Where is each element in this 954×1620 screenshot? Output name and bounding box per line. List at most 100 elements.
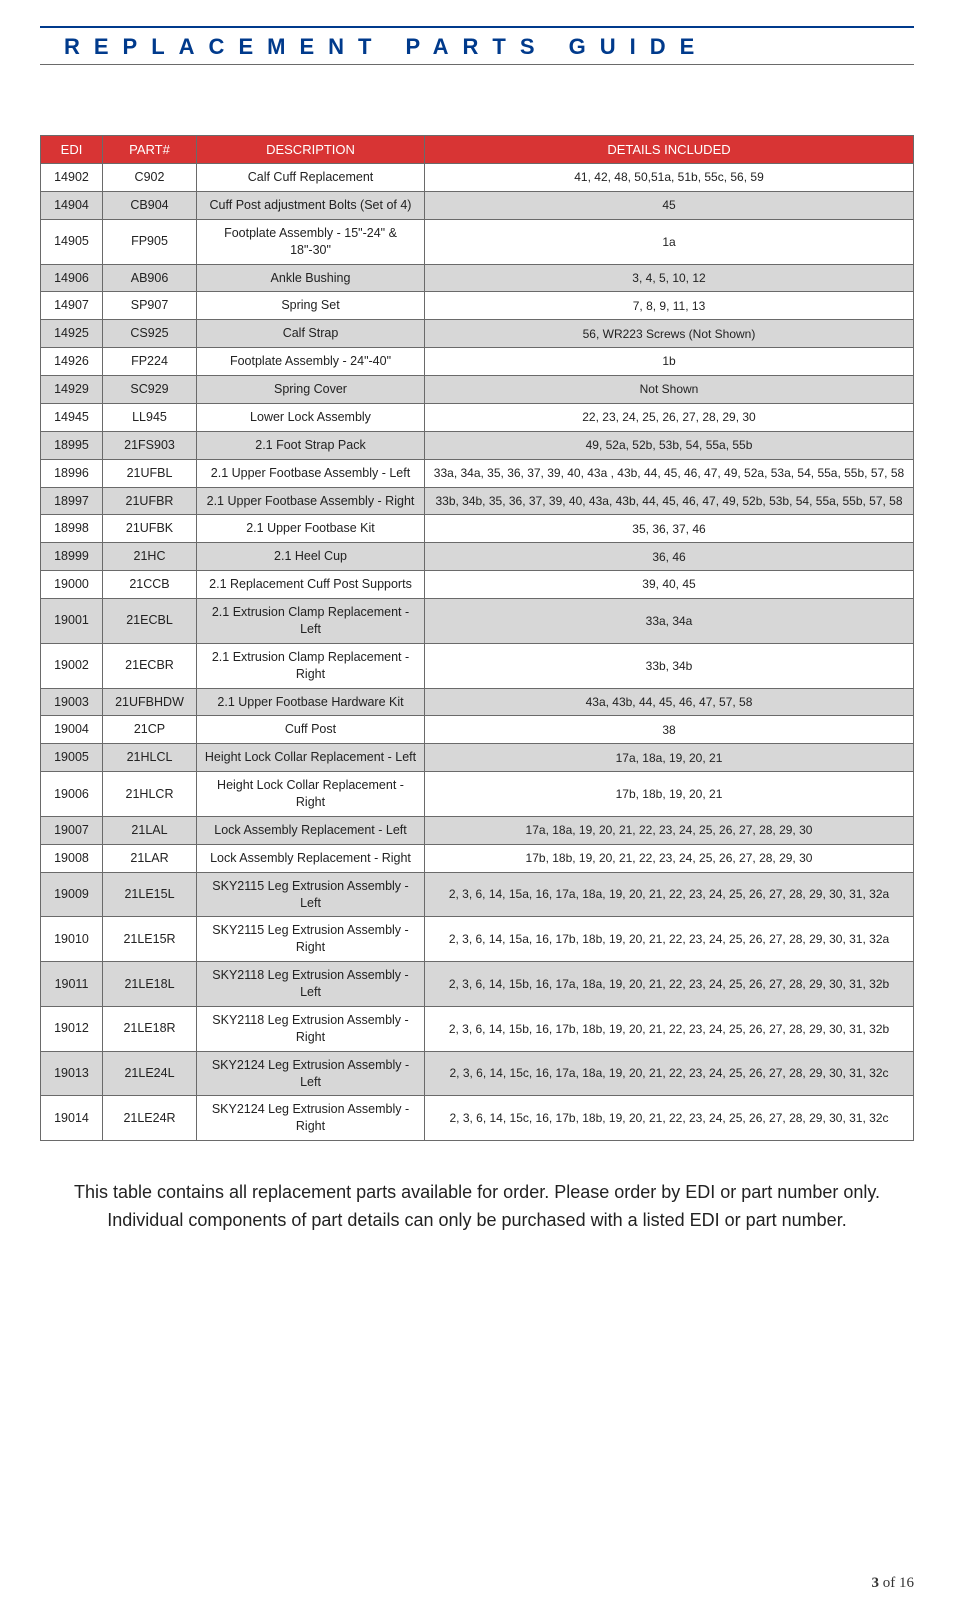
table-row: 1899721UFBR2.1 Upper Footbase Assembly -… xyxy=(41,487,914,515)
cell-description: Cuff Post adjustment Bolts (Set of 4) xyxy=(197,191,425,219)
col-description: DESCRIPTION xyxy=(197,136,425,164)
cell-edi: 19001 xyxy=(41,599,103,644)
cell-details: 2, 3, 6, 14, 15b, 16, 17b, 18b, 19, 20, … xyxy=(425,1006,914,1051)
cell-details: 7, 8, 9, 11, 13 xyxy=(425,292,914,320)
cell-details: 45 xyxy=(425,191,914,219)
table-row: 1900321UFBHDW2.1 Upper Footbase Hardware… xyxy=(41,688,914,716)
cell-part: 21UFBL xyxy=(103,459,197,487)
cell-description: 2.1 Extrusion Clamp Replacement - Left xyxy=(197,599,425,644)
cell-description: Calf Strap xyxy=(197,320,425,348)
cell-part: 21FS903 xyxy=(103,431,197,459)
cell-description: Ankle Bushing xyxy=(197,264,425,292)
cell-description: 2.1 Upper Footbase Kit xyxy=(197,515,425,543)
cell-description: SKY2118 Leg Extrusion Assembly - Right xyxy=(197,1006,425,1051)
cell-description: 2.1 Foot Strap Pack xyxy=(197,431,425,459)
cell-description: 2.1 Upper Footbase Hardware Kit xyxy=(197,688,425,716)
cell-details: Not Shown xyxy=(425,376,914,404)
table-row: 14902C902Calf Cuff Replacement41, 42, 48… xyxy=(41,164,914,192)
cell-description: 2.1 Upper Footbase Assembly - Right xyxy=(197,487,425,515)
table-row: 14906AB906Ankle Bushing3, 4, 5, 10, 12 xyxy=(41,264,914,292)
footer-note: This table contains all replacement part… xyxy=(70,1179,884,1235)
cell-details: 17a, 18a, 19, 20, 21 xyxy=(425,744,914,772)
table-head: EDI PART# DESCRIPTION DETAILS INCLUDED xyxy=(41,136,914,164)
cell-details: 2, 3, 6, 14, 15a, 16, 17b, 18b, 19, 20, … xyxy=(425,917,914,962)
cell-edi: 19006 xyxy=(41,772,103,817)
cell-description: Lock Assembly Replacement - Left xyxy=(197,816,425,844)
cell-description: 2.1 Replacement Cuff Post Supports xyxy=(197,571,425,599)
cell-description: SKY2124 Leg Extrusion Assembly - Left xyxy=(197,1051,425,1096)
cell-edi: 14945 xyxy=(41,403,103,431)
table-row: 1901121LE18LSKY2118 Leg Extrusion Assemb… xyxy=(41,962,914,1007)
cell-edi: 18999 xyxy=(41,543,103,571)
cell-edi: 14907 xyxy=(41,292,103,320)
cell-part: CB904 xyxy=(103,191,197,219)
table-row: 1900421CPCuff Post38 xyxy=(41,716,914,744)
cell-description: Lock Assembly Replacement - Right xyxy=(197,844,425,872)
cell-part: 21UFBK xyxy=(103,515,197,543)
footer: 3 of 16 xyxy=(40,1575,914,1620)
cell-edi: 14905 xyxy=(41,219,103,264)
table-row: 1900921LE15LSKY2115 Leg Extrusion Assemb… xyxy=(41,872,914,917)
cell-details: 2, 3, 6, 14, 15b, 16, 17a, 18a, 19, 20, … xyxy=(425,962,914,1007)
col-edi: EDI xyxy=(41,136,103,164)
cell-description: Calf Cuff Replacement xyxy=(197,164,425,192)
table-row: 1900121ECBL2.1 Extrusion Clamp Replaceme… xyxy=(41,599,914,644)
cell-edi: 18997 xyxy=(41,487,103,515)
table-row: 1899521FS9032.1 Foot Strap Pack49, 52a, … xyxy=(41,431,914,459)
page-title: REPLACEMENT PARTS GUIDE xyxy=(40,28,914,64)
table-row: 1900521HLCLHeight Lock Collar Replacemen… xyxy=(41,744,914,772)
cell-edi: 14904 xyxy=(41,191,103,219)
table-body: 14902C902Calf Cuff Replacement41, 42, 48… xyxy=(41,164,914,1141)
cell-edi: 19004 xyxy=(41,716,103,744)
cell-edi: 18998 xyxy=(41,515,103,543)
cell-part: 21LE15R xyxy=(103,917,197,962)
cell-edi: 19014 xyxy=(41,1096,103,1141)
note-line-2: Individual components of part details ca… xyxy=(107,1210,846,1230)
cell-description: SKY2118 Leg Extrusion Assembly - Left xyxy=(197,962,425,1007)
cell-description: Cuff Post xyxy=(197,716,425,744)
header-bottom-rule xyxy=(40,64,914,65)
table-row: 1901221LE18RSKY2118 Leg Extrusion Assemb… xyxy=(41,1006,914,1051)
cell-details: 1a xyxy=(425,219,914,264)
cell-edi: 19002 xyxy=(41,643,103,688)
cell-part: 21CP xyxy=(103,716,197,744)
cell-description: SKY2124 Leg Extrusion Assembly - Right xyxy=(197,1096,425,1141)
cell-part: 21HLCR xyxy=(103,772,197,817)
cell-part: 21HC xyxy=(103,543,197,571)
cell-details: 2, 3, 6, 14, 15a, 16, 17a, 18a, 19, 20, … xyxy=(425,872,914,917)
cell-details: 39, 40, 45 xyxy=(425,571,914,599)
page-current: 3 xyxy=(872,1575,880,1591)
table-row: 1900721LALLock Assembly Replacement - Le… xyxy=(41,816,914,844)
cell-part: 21UFBHDW xyxy=(103,688,197,716)
cell-description: Height Lock Collar Replacement - Left xyxy=(197,744,425,772)
cell-part: FP905 xyxy=(103,219,197,264)
col-details: DETAILS INCLUDED xyxy=(425,136,914,164)
cell-part: CS925 xyxy=(103,320,197,348)
cell-details: 33a, 34a xyxy=(425,599,914,644)
cell-details: 17b, 18b, 19, 20, 21 xyxy=(425,772,914,817)
cell-part: LL945 xyxy=(103,403,197,431)
cell-details: 41, 42, 48, 50,51a, 51b, 55c, 56, 59 xyxy=(425,164,914,192)
cell-description: Spring Cover xyxy=(197,376,425,404)
cell-edi: 18996 xyxy=(41,459,103,487)
cell-description: Height Lock Collar Replacement - Right xyxy=(197,772,425,817)
cell-details: 22, 23, 24, 25, 26, 27, 28, 29, 30 xyxy=(425,403,914,431)
table-row: 14907SP907Spring Set7, 8, 9, 11, 13 xyxy=(41,292,914,320)
cell-edi: 19010 xyxy=(41,917,103,962)
cell-part: SC929 xyxy=(103,376,197,404)
cell-details: 49, 52a, 52b, 53b, 54, 55a, 55b xyxy=(425,431,914,459)
cell-details: 33a, 34a, 35, 36, 37, 39, 40, 43a , 43b,… xyxy=(425,459,914,487)
cell-part: C902 xyxy=(103,164,197,192)
cell-edi: 14906 xyxy=(41,264,103,292)
cell-part: SP907 xyxy=(103,292,197,320)
col-part: PART# xyxy=(103,136,197,164)
page-number: 3 of 16 xyxy=(40,1575,914,1592)
table-row: 1900621HLCRHeight Lock Collar Replacemen… xyxy=(41,772,914,817)
cell-edi: 14925 xyxy=(41,320,103,348)
cell-edi: 19009 xyxy=(41,872,103,917)
cell-edi: 19008 xyxy=(41,844,103,872)
cell-details: 17a, 18a, 19, 20, 21, 22, 23, 24, 25, 26… xyxy=(425,816,914,844)
cell-part: 21LE18R xyxy=(103,1006,197,1051)
cell-details: 33b, 34b xyxy=(425,643,914,688)
cell-edi: 19011 xyxy=(41,962,103,1007)
